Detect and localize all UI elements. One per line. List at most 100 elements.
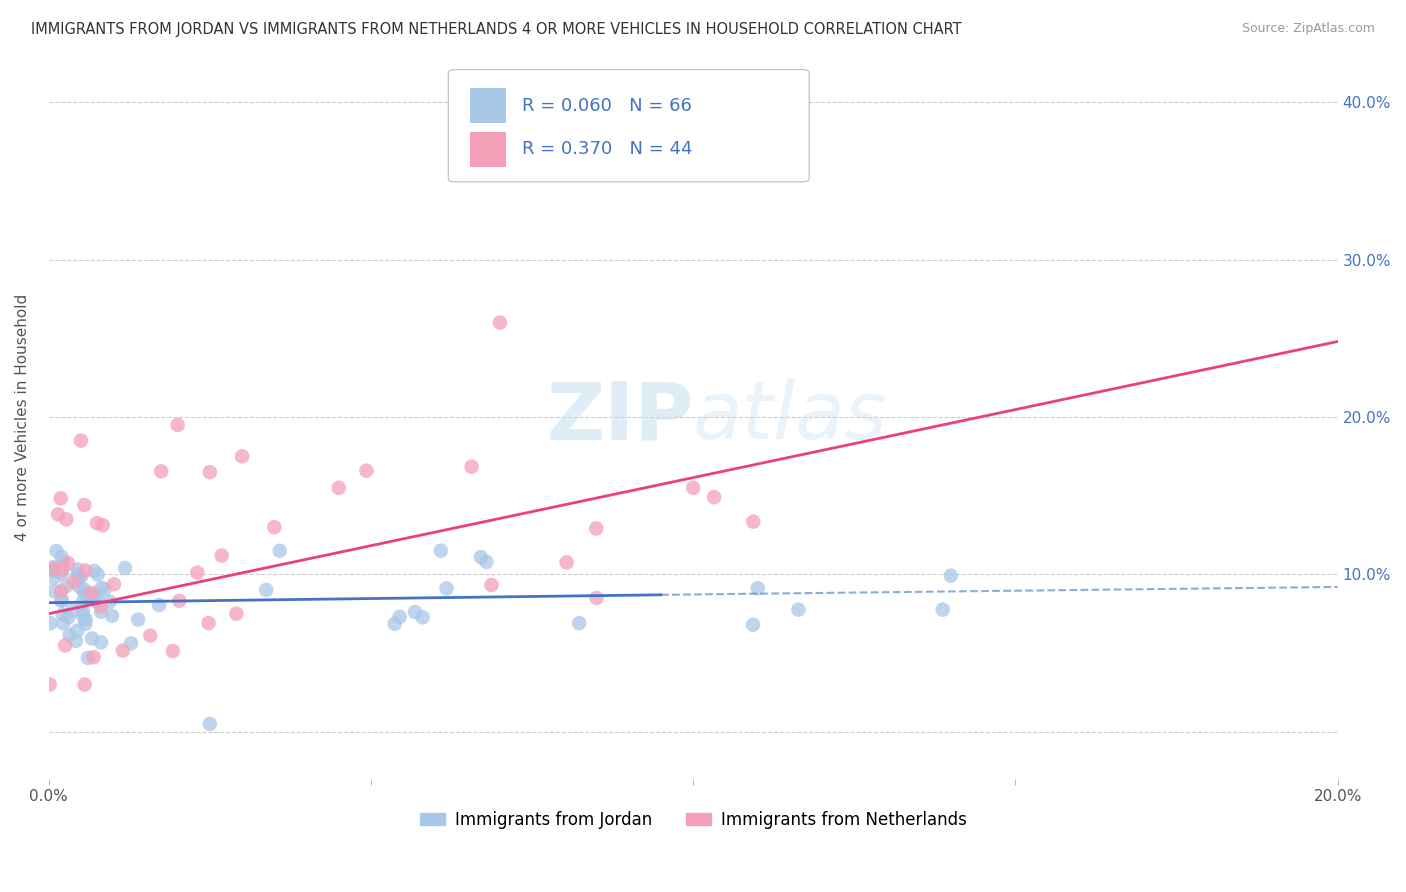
Point [263, 520, 285, 534]
Point [481, 578, 503, 592]
Point [120, 636, 142, 650]
Point [475, 555, 498, 569]
Point [127, 613, 149, 627]
Point [388, 609, 411, 624]
Point [58, 610, 80, 624]
Point [70, 596, 93, 610]
Point [65, 634, 87, 648]
Point [44, 564, 66, 578]
Point [148, 598, 170, 612]
Point [67, 571, 90, 585]
Point [51, 593, 73, 607]
Point [76, 589, 98, 603]
Point [939, 568, 962, 582]
Point [86, 567, 108, 582]
Point [162, 644, 184, 658]
Point [90, 635, 112, 649]
Point [568, 616, 591, 631]
Point [111, 643, 134, 657]
Point [93, 582, 115, 597]
Point [90, 605, 112, 619]
Point [80, 586, 103, 600]
Point [83, 564, 105, 578]
Point [747, 581, 769, 595]
Point [53, 639, 76, 653]
Y-axis label: 4 or more Vehicles in Household: 4 or more Vehicles in Household [15, 293, 30, 541]
Point [742, 617, 765, 632]
Point [73, 498, 96, 512]
Point [460, 459, 482, 474]
Point [703, 490, 725, 504]
Point [328, 481, 350, 495]
Point [55, 579, 77, 593]
Point [51, 593, 73, 607]
Point [585, 591, 607, 605]
Point [356, 464, 378, 478]
Point [55, 512, 77, 526]
Point [231, 450, 253, 464]
Point [75, 613, 97, 627]
Point [198, 465, 221, 479]
Text: R = 0.060   N = 66: R = 0.060 N = 66 [522, 97, 692, 115]
Point [489, 316, 512, 330]
Point [58, 628, 80, 642]
Point [66, 566, 89, 581]
Point [52, 616, 75, 631]
Point [225, 607, 247, 621]
Point [83, 650, 105, 665]
Point [42, 570, 65, 584]
Point [66, 562, 89, 576]
Point [254, 582, 277, 597]
Point [49, 584, 72, 599]
Point [412, 610, 434, 624]
Point [51, 566, 73, 581]
Text: R = 0.370   N = 44: R = 0.370 N = 44 [522, 140, 692, 158]
Point [470, 550, 492, 565]
Point [742, 515, 765, 529]
Text: ZIP: ZIP [546, 378, 693, 456]
Point [72, 608, 94, 623]
Point [67, 580, 90, 594]
Point [72, 604, 94, 618]
Point [98, 595, 121, 609]
Point [51, 563, 73, 577]
Point [51, 549, 73, 564]
Point [84, 594, 107, 608]
Point [42, 583, 65, 598]
Point [86, 592, 108, 607]
Point [39, 616, 62, 631]
Point [150, 464, 173, 478]
FancyBboxPatch shape [470, 88, 506, 123]
Point [38, 677, 60, 691]
Point [73, 582, 96, 597]
Point [198, 716, 221, 731]
Point [436, 582, 458, 596]
Point [56, 556, 79, 570]
Point [404, 605, 426, 619]
Point [269, 543, 291, 558]
Point [86, 516, 108, 531]
FancyBboxPatch shape [449, 70, 810, 182]
Point [70, 569, 93, 583]
Point [90, 581, 112, 595]
Point [166, 417, 188, 432]
Point [114, 561, 136, 575]
Point [46, 508, 69, 522]
Point [90, 599, 112, 614]
Point [197, 616, 219, 631]
Point [60, 604, 83, 618]
Point [139, 629, 162, 643]
Point [52, 607, 75, 622]
Point [49, 491, 72, 506]
Point [555, 555, 578, 569]
Text: IMMIGRANTS FROM JORDAN VS IMMIGRANTS FROM NETHERLANDS 4 OR MORE VEHICLES IN HOUS: IMMIGRANTS FROM JORDAN VS IMMIGRANTS FRO… [31, 22, 962, 37]
Point [66, 624, 89, 638]
Point [787, 602, 810, 616]
Point [62, 574, 84, 589]
Point [169, 594, 191, 608]
Point [585, 521, 607, 535]
Point [80, 632, 103, 646]
Text: Source: ZipAtlas.com: Source: ZipAtlas.com [1241, 22, 1375, 36]
Point [101, 608, 124, 623]
Point [73, 587, 96, 601]
